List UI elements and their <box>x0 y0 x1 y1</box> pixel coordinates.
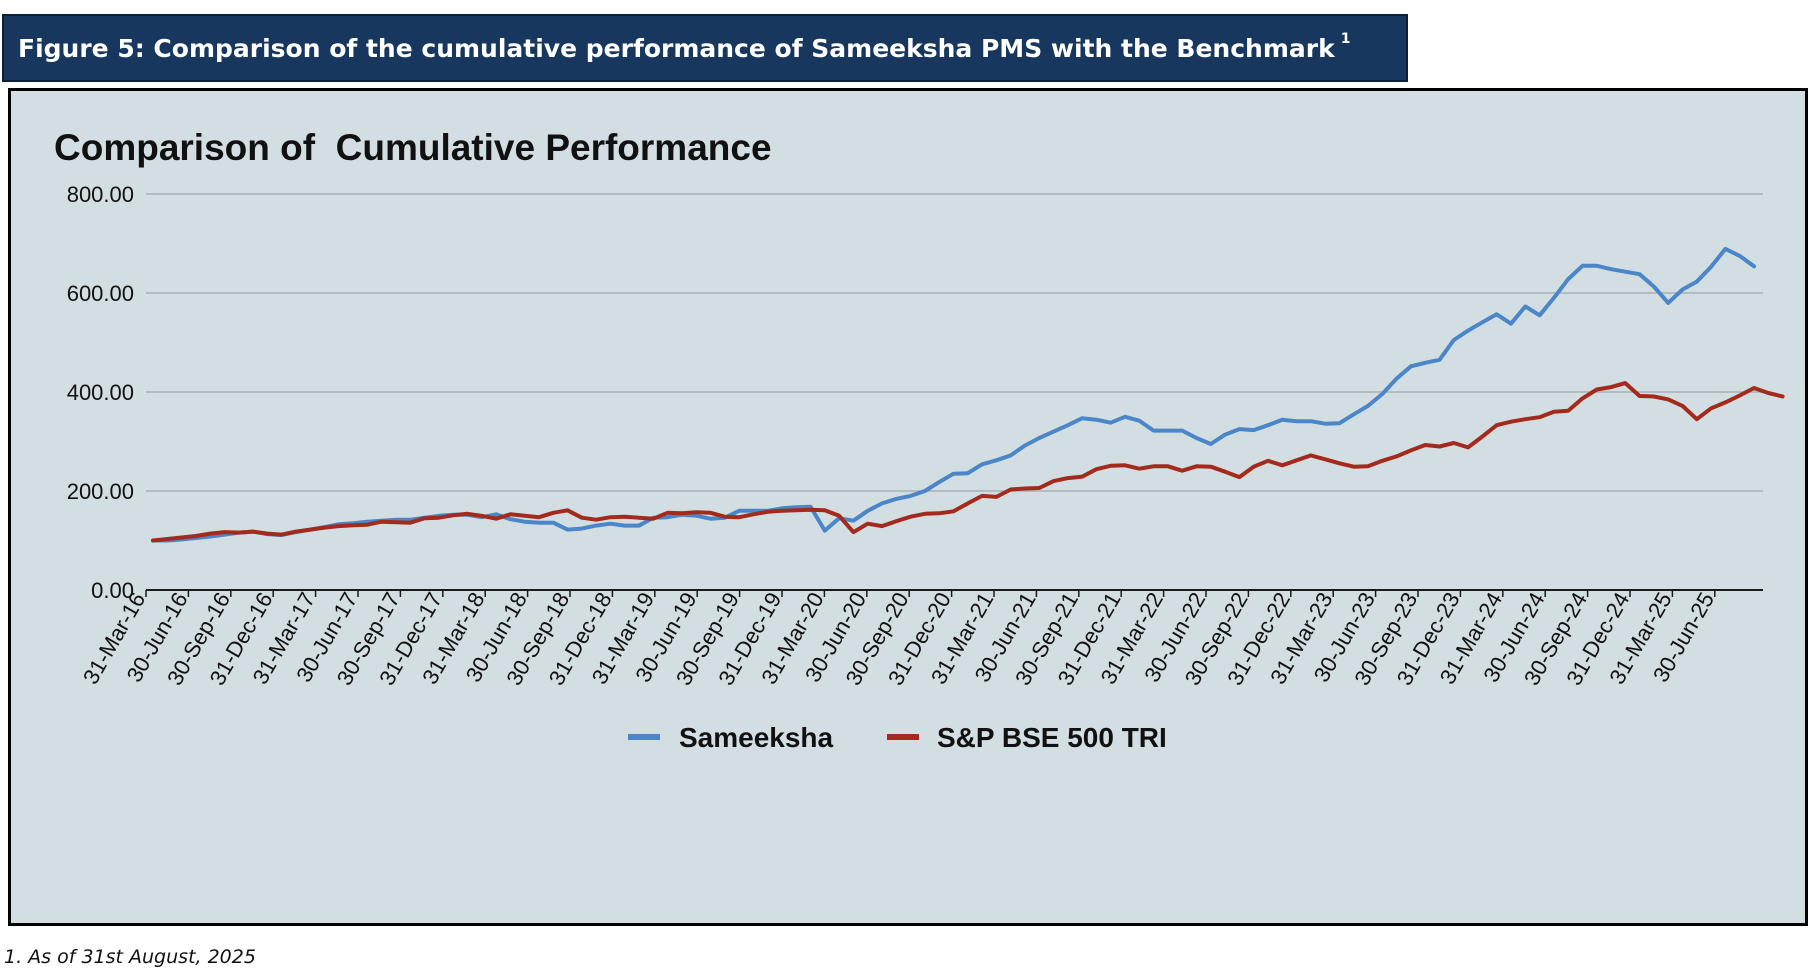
y-axis: 0.00 200.00 400.00 600.00 800.00 <box>67 182 134 603</box>
legend-label-benchmark: S&P BSE 500 TRI <box>937 722 1167 753</box>
series-line-benchmark <box>151 381 1785 543</box>
y-tick-label: 800.00 <box>67 182 134 207</box>
gridlines <box>146 193 1763 591</box>
x-axis: 31-Mar-1630-Jun-1630-Sep-1631-Dec-1631-M… <box>78 588 1719 689</box>
y-tick-label: 400.00 <box>67 380 134 405</box>
y-tick-label: 600.00 <box>67 281 134 306</box>
chart-title: Comparison of Cumulative Performance <box>54 127 772 168</box>
y-tick-label: 200.00 <box>67 479 134 504</box>
footnote: 1. As of 31st August, 2025 <box>4 946 256 968</box>
y-tick-label: 0.00 <box>91 578 134 603</box>
legend-label-sameeksha: Sameeksha <box>679 722 834 753</box>
series-lines <box>151 246 1785 543</box>
figure-title: Figure 5: Comparison of the cumulative p… <box>18 31 1351 63</box>
chart-frame: Comparison of Cumulative Performance 0.0… <box>8 88 1808 926</box>
footnote-marker: 1 <box>1340 31 1351 48</box>
figure-header: Figure 5: Comparison of the cumulative p… <box>2 14 1408 82</box>
legend: Sameeksha S&P BSE 500 TRI <box>628 722 1167 753</box>
chart-canvas: Comparison of Cumulative Performance 0.0… <box>54 127 1785 753</box>
